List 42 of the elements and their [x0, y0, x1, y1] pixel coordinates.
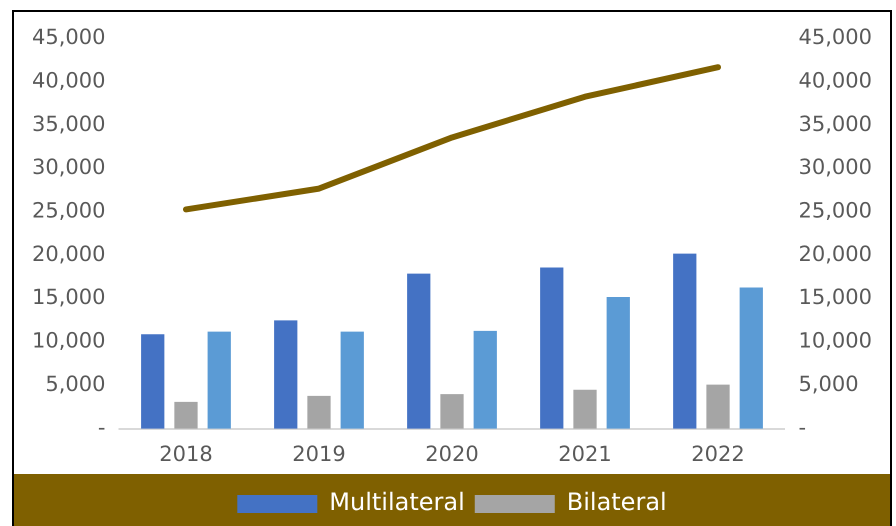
- y-tick-label: 45,000: [32, 25, 106, 50]
- bar: [174, 402, 198, 429]
- y2-tick-label: 25,000: [798, 198, 872, 222]
- bar: [706, 384, 730, 429]
- legend-label: Multilateral: [329, 488, 465, 516]
- bar: [274, 320, 298, 429]
- bar: [673, 254, 696, 429]
- bar: [440, 394, 464, 429]
- y2-tick-label: -: [798, 415, 806, 440]
- y2-tick-label: 15,000: [798, 285, 872, 310]
- y2-tick-label: 40,000: [798, 68, 872, 92]
- y-tick-label: 10,000: [32, 328, 106, 353]
- y-tick-label: 15,000: [32, 285, 106, 310]
- y-tick-label: 20,000: [32, 242, 106, 266]
- y-tick-label: 30,000: [32, 155, 106, 180]
- bar: [474, 330, 497, 429]
- x-tick-label: 2018: [159, 442, 213, 466]
- bar: [407, 274, 430, 429]
- y-tick-label: -: [98, 415, 106, 440]
- y-tick-label: 35,000: [32, 112, 106, 136]
- bar: [740, 287, 763, 429]
- bar: [208, 332, 231, 429]
- y-tick-label: 25,000: [32, 198, 106, 222]
- y2-tick-label: 45,000: [798, 25, 872, 50]
- x-tick-label: 2021: [558, 442, 612, 466]
- bar: [573, 390, 597, 429]
- bar: [540, 268, 564, 429]
- y2-tick-label: 20,000: [798, 242, 872, 266]
- bar: [606, 297, 630, 429]
- y-tick-label: 40,000: [32, 68, 106, 92]
- bar: [340, 332, 364, 429]
- x-tick-label: 2020: [425, 442, 479, 466]
- x-tick-label: 2019: [292, 442, 346, 466]
- legend-label: Bilateral: [566, 488, 667, 516]
- y-tick-label: 5,000: [45, 372, 106, 396]
- bar: [141, 334, 164, 429]
- y2-tick-label: 30,000: [798, 155, 872, 180]
- y2-tick-label: 5,000: [798, 372, 859, 396]
- x-tick-label: 2022: [691, 442, 745, 466]
- bar: [307, 396, 331, 429]
- y2-tick-label: 35,000: [798, 112, 872, 136]
- y2-tick-label: 10,000: [798, 328, 872, 353]
